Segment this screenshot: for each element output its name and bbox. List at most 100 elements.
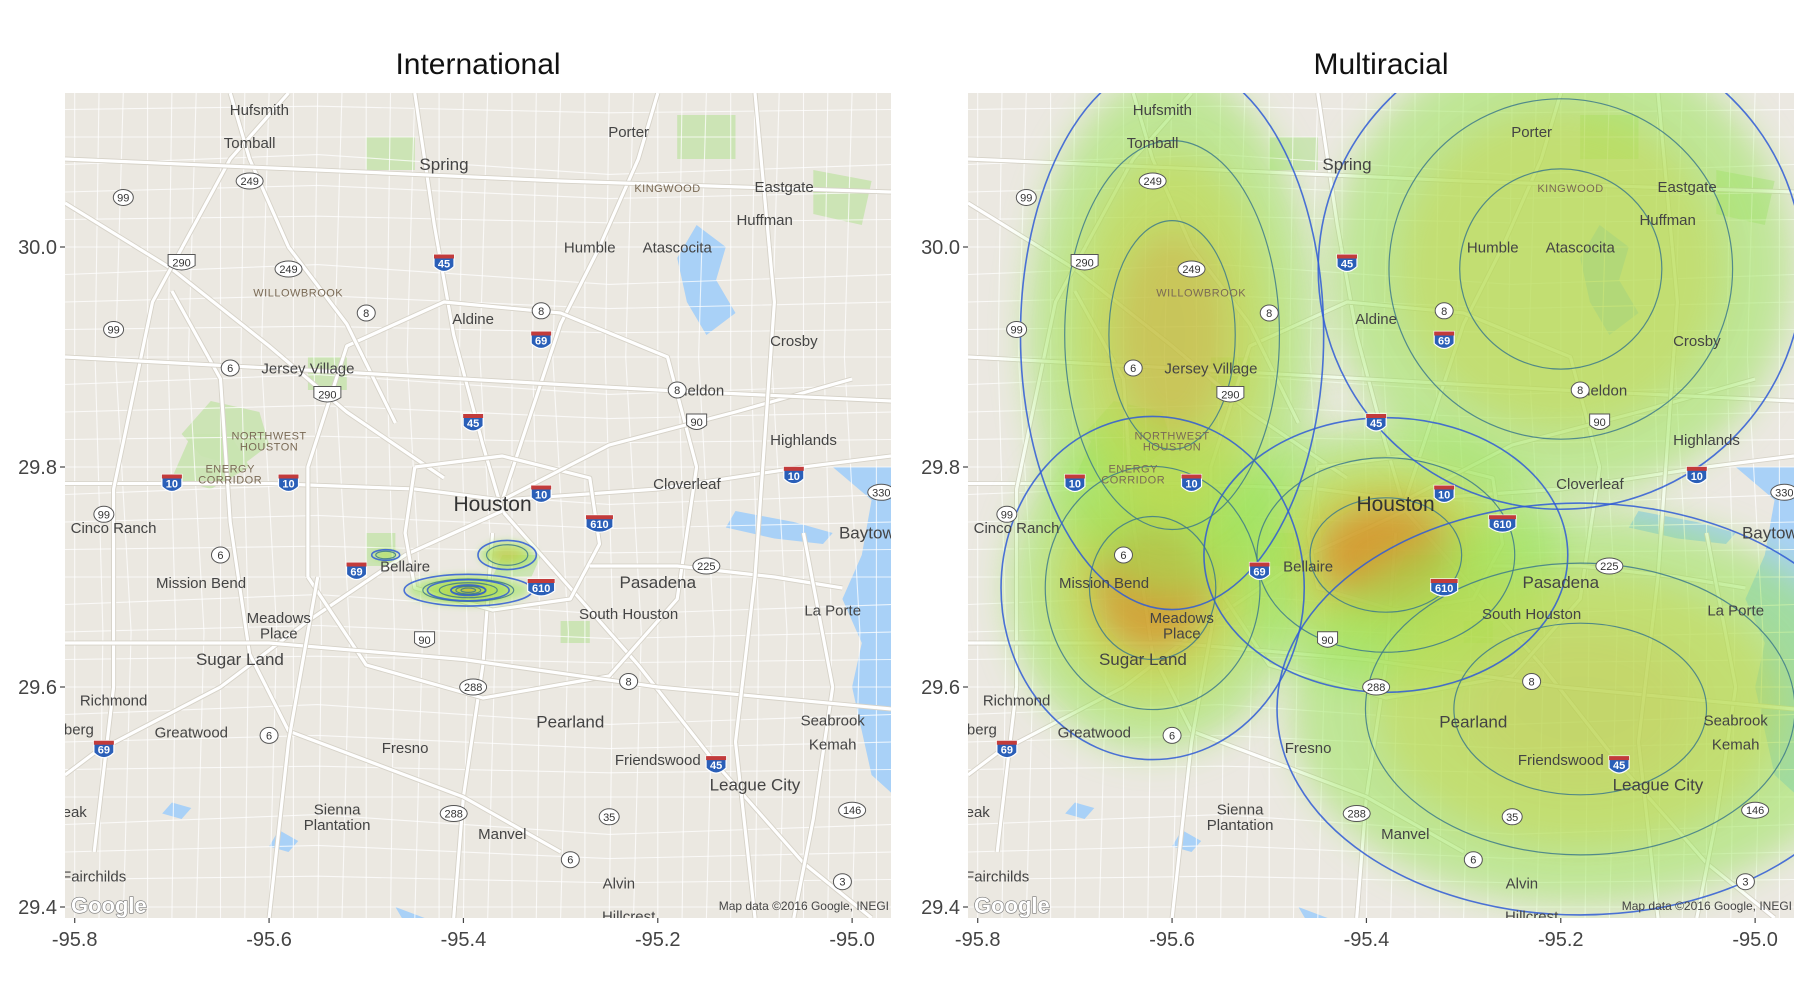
svg-text:610: 610 bbox=[1435, 583, 1453, 595]
svg-text:8: 8 bbox=[363, 308, 369, 320]
density-blob bbox=[1399, 108, 1723, 430]
google-logo: Google bbox=[71, 893, 147, 918]
route-shield-us-90: 90 bbox=[1589, 413, 1611, 430]
svg-text:8: 8 bbox=[674, 385, 680, 397]
x-tick-label: -95.4 bbox=[441, 929, 487, 951]
map-attribution: Map data ©2016 Google, INEGI bbox=[719, 899, 889, 913]
route-shield-interstate-45: 45 bbox=[1608, 755, 1630, 774]
place-label: La Porte bbox=[804, 603, 861, 620]
place-label: Crosby bbox=[770, 333, 818, 350]
svg-text:330: 330 bbox=[1775, 487, 1793, 499]
route-shield-interstate-610: 610 bbox=[1430, 578, 1459, 597]
place-label: nberg bbox=[959, 721, 997, 738]
route-shield-state-99: 99 bbox=[996, 505, 1018, 523]
svg-text:90: 90 bbox=[1594, 417, 1606, 429]
place-label: Bellaire bbox=[1283, 559, 1333, 576]
route-shield-state-8: 8 bbox=[1434, 302, 1454, 320]
place-label: Atascocita bbox=[643, 240, 713, 257]
axes-multiracial: 29.4 29.6 29.8 30.0 -95.8 -95.6 -95.4 -95.2 -95.… bbox=[921, 237, 1778, 951]
place-label: Place bbox=[1163, 626, 1201, 643]
y-tick-label: 29.4 bbox=[18, 897, 57, 919]
map-panel-international[interactable]: Hufsmith Tomball Spring Porter KINGWOOD Eastg… bbox=[56, 93, 950, 935]
svg-text:249: 249 bbox=[1182, 264, 1200, 276]
contour-line bbox=[460, 587, 477, 593]
route-shield-state-8: 8 bbox=[356, 304, 376, 322]
place-label: Friendswood bbox=[1518, 752, 1604, 769]
route-shield-interstate-610: 610 bbox=[1488, 514, 1517, 533]
svg-text:146: 146 bbox=[843, 805, 861, 817]
svg-text:225: 225 bbox=[697, 561, 715, 573]
svg-text:45: 45 bbox=[1613, 760, 1625, 772]
place-label: Crosby bbox=[1673, 333, 1721, 350]
panel-title-multiracial: Multiracial bbox=[1313, 48, 1449, 81]
place-label: Aldine bbox=[452, 311, 494, 328]
place-label: Fresno bbox=[382, 740, 429, 757]
svg-text:6: 6 bbox=[1120, 550, 1126, 562]
svg-text:69: 69 bbox=[1438, 336, 1450, 348]
route-shields: 249 99 290 249 45 8 8 69 99 6 290 8 45 90 10 10 10 610 10 3… bbox=[93, 172, 891, 891]
svg-text:90: 90 bbox=[1321, 635, 1333, 647]
place-label: Eastgate bbox=[1657, 179, 1716, 196]
svg-text:8: 8 bbox=[538, 306, 544, 318]
route-shield-us-290: 290 bbox=[1216, 386, 1245, 403]
contour-line bbox=[485, 544, 529, 566]
route-shield-state-99: 99 bbox=[93, 505, 115, 523]
svg-text:45: 45 bbox=[467, 418, 479, 430]
x-tick-label: -95.2 bbox=[635, 929, 681, 951]
density-blob bbox=[376, 551, 396, 559]
map-canvas[interactable]: Hufsmith Tomball Spring Porter KINGWOOD Eastg… bbox=[56, 93, 950, 935]
map-panel-multiracial[interactable]: Hufsmith Tomball Spring Porter KINGWOOD Eastg… bbox=[959, 29, 1800, 935]
route-shield-state-288: 288 bbox=[1362, 678, 1391, 696]
place-label: Bellaire bbox=[380, 559, 430, 576]
axes-international: 29.4 29.6 29.8 30.0 -95.8 -95.6 -95.4 -95.2 -95.… bbox=[18, 237, 875, 951]
place-label: Alvin bbox=[1506, 875, 1539, 892]
route-shield-state-35: 35 bbox=[1501, 808, 1523, 826]
route-shield-state-8: 8 bbox=[1570, 381, 1590, 399]
place-label: CORRIDOR bbox=[1101, 475, 1165, 487]
contour-line bbox=[438, 582, 498, 599]
svg-text:610: 610 bbox=[1493, 519, 1511, 531]
route-shield-state-288: 288 bbox=[459, 678, 488, 696]
svg-text:6: 6 bbox=[1130, 363, 1136, 375]
svg-text:10: 10 bbox=[1691, 471, 1703, 483]
map-attribution: Map data ©2016 Google, INEGI bbox=[1622, 899, 1792, 913]
svg-text:288: 288 bbox=[445, 809, 463, 821]
map-canvas[interactable]: Hufsmith Tomball Spring Porter KINGWOOD Eastg… bbox=[959, 29, 1800, 935]
svg-text:69: 69 bbox=[1001, 745, 1013, 757]
contour-line bbox=[1044, 465, 1261, 711]
svg-text:45: 45 bbox=[1370, 418, 1382, 430]
y-tick-label: 30.0 bbox=[921, 237, 960, 259]
major-roads-layer bbox=[65, 93, 891, 918]
place-labels: Hufsmith Tomball Spring Porter KINGWOOD Eastg… bbox=[65, 102, 891, 918]
route-shield-state-225: 225 bbox=[1595, 557, 1624, 575]
contour-line bbox=[1276, 502, 1794, 916]
route-shield-state-6: 6 bbox=[560, 851, 580, 869]
density-core bbox=[461, 588, 475, 593]
svg-text:99: 99 bbox=[1010, 325, 1022, 337]
contour-line bbox=[1309, 497, 1463, 613]
route-shield-state-6: 6 bbox=[210, 546, 230, 564]
route-shield-interstate-10: 10 bbox=[783, 466, 805, 485]
route-shield-state-288: 288 bbox=[439, 805, 468, 822]
svg-text:249: 249 bbox=[279, 264, 297, 276]
svg-text:35: 35 bbox=[1506, 812, 1518, 824]
svg-text:225: 225 bbox=[1600, 561, 1618, 573]
place-label: Cinco Ranch bbox=[71, 520, 157, 537]
svg-text:10: 10 bbox=[282, 479, 294, 491]
route-shield-state-3: 3 bbox=[832, 873, 852, 891]
place-label: Cinco Ranch bbox=[974, 520, 1060, 537]
contour-line bbox=[1256, 457, 1516, 653]
place-label: Hillcrest bbox=[1505, 908, 1559, 925]
route-shields: 249 99 290 249 45 8 8 69 99 6 290 8 45 90 10 10 10 610 10 3… bbox=[996, 172, 1794, 891]
route-shield-state-6: 6 bbox=[1463, 851, 1483, 869]
place-label: Manvel bbox=[478, 826, 526, 843]
route-shield-interstate-10: 10 bbox=[161, 473, 183, 493]
contour-line bbox=[477, 539, 538, 571]
place-label: League City bbox=[1613, 775, 1704, 794]
place-label: Sienna bbox=[314, 802, 361, 819]
contour-line bbox=[1317, 93, 1794, 510]
y-tick-label: 29.6 bbox=[18, 677, 57, 699]
svg-text:99: 99 bbox=[107, 325, 119, 337]
svg-text:8: 8 bbox=[1266, 308, 1272, 320]
route-shield-us-90: 90 bbox=[1317, 631, 1339, 648]
